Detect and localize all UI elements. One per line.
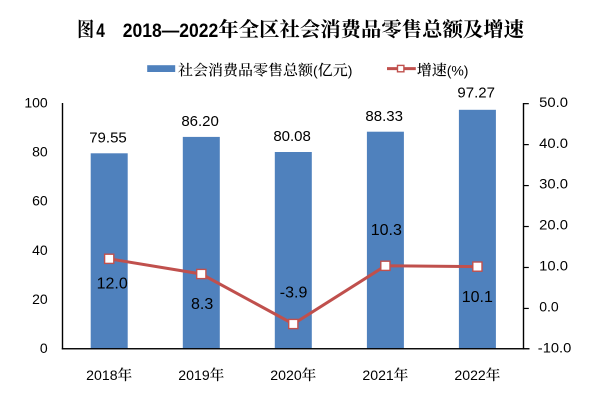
svg-text:(: (: [313, 62, 318, 78]
svg-text:20.0: 20.0: [539, 217, 568, 233]
svg-text:10.1: 10.1: [462, 289, 493, 306]
svg-text:60: 60: [32, 193, 48, 209]
svg-text:86.20: 86.20: [181, 113, 219, 130]
svg-text:10.3: 10.3: [371, 222, 402, 239]
svg-text:80: 80: [32, 143, 48, 159]
svg-text:79.55: 79.55: [89, 130, 127, 147]
svg-text:50.0: 50.0: [539, 94, 568, 110]
svg-text:30.0: 30.0: [539, 176, 568, 192]
svg-text:0.0: 0.0: [539, 299, 559, 315]
svg-text:40: 40: [32, 242, 48, 258]
svg-text:2018—2022: 2018—2022: [123, 21, 219, 42]
svg-text:2020: 2020: [270, 367, 302, 383]
svg-text:2022: 2022: [454, 367, 486, 383]
svg-text:2021: 2021: [362, 367, 394, 383]
svg-text:(%): (%): [447, 62, 469, 78]
svg-text:): ): [348, 62, 353, 78]
svg-text:12.0: 12.0: [97, 276, 128, 293]
svg-text:-10.0: -10.0: [538, 340, 572, 356]
svg-text:2019: 2019: [178, 367, 210, 383]
svg-text:40.0: 40.0: [539, 135, 568, 151]
svg-text:8.3: 8.3: [191, 296, 213, 313]
svg-text:2018: 2018: [86, 367, 118, 383]
svg-text:20: 20: [32, 291, 48, 307]
svg-text:100: 100: [24, 94, 48, 110]
svg-text:10.0: 10.0: [539, 258, 568, 274]
svg-text:80.08: 80.08: [273, 128, 311, 145]
svg-text:4: 4: [96, 21, 105, 42]
svg-text:88.33: 88.33: [365, 108, 403, 125]
svg-text:-3.9: -3.9: [280, 284, 308, 301]
svg-text:97.27: 97.27: [457, 85, 495, 102]
svg-text:0: 0: [40, 340, 48, 356]
